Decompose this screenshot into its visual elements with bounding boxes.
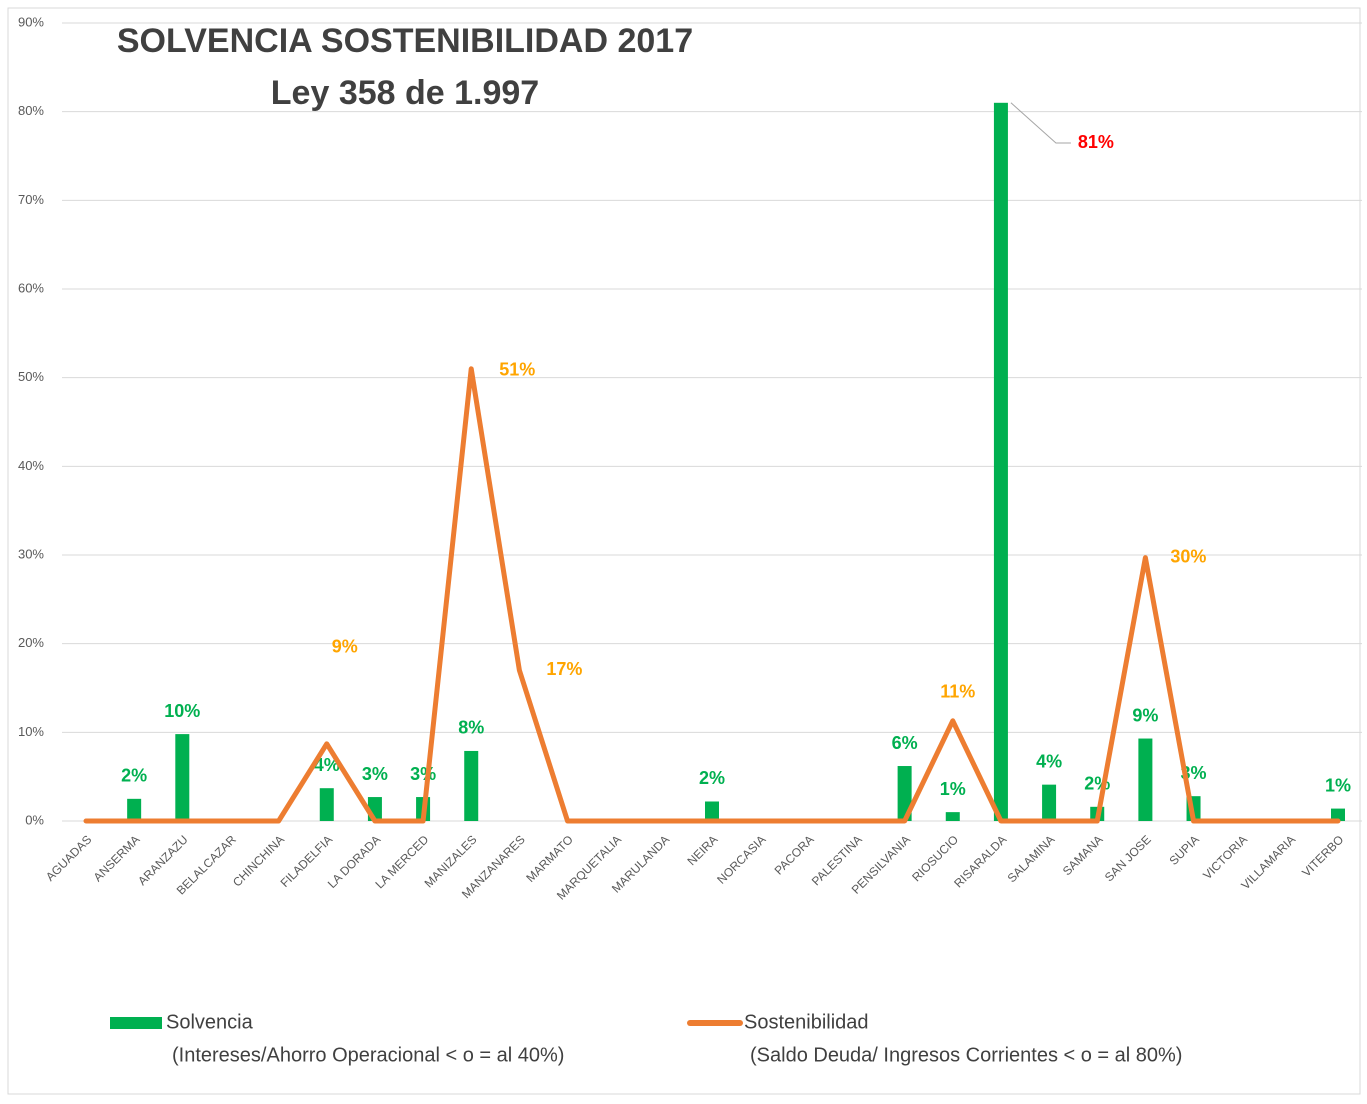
leader-line [1010, 102, 1071, 144]
x-tick-label: NORCASIA [714, 832, 768, 886]
x-tick-label: RISARALDA [951, 832, 1009, 890]
bar [1331, 808, 1345, 821]
value-label: 8% [458, 718, 484, 738]
value-label: 6% [892, 733, 918, 753]
value-label: 2% [699, 768, 725, 788]
x-tick-label: AGUADAS [43, 832, 94, 883]
bar [945, 812, 960, 821]
y-tick-label: 20% [18, 635, 44, 650]
bar [1042, 784, 1057, 821]
legend-description: (Intereses/Ahorro Operacional < o = al 4… [172, 1044, 564, 1066]
chart-subtitle: Ley 358 de 1.997 [271, 74, 539, 112]
y-tick-label: 40% [18, 458, 44, 473]
bar [1138, 738, 1153, 821]
bar [897, 766, 912, 821]
value-label: 4% [1036, 751, 1062, 771]
x-tick-label: MARMATO [523, 832, 575, 884]
y-tick-label: 70% [18, 192, 44, 207]
y-tick-label: 90% [18, 14, 44, 29]
chart-title: SOLVENCIA SOSTENIBILIDAD 2017 [117, 22, 693, 60]
value-label: 1% [1325, 775, 1351, 795]
bar [705, 801, 719, 821]
value-label: 10% [164, 701, 200, 721]
legend-label: Sostenibilidad [744, 1011, 869, 1033]
x-tick-label: SALAMINA [1005, 832, 1058, 885]
bar [175, 734, 190, 821]
x-tick-label: SAMANA [1060, 832, 1106, 878]
y-tick-label: 80% [18, 103, 44, 118]
value-label: 2% [121, 766, 147, 786]
x-tick-label: SUPIA [1167, 832, 1202, 867]
x-tick-label: SAN JOSE [1102, 832, 1154, 884]
bar [127, 798, 142, 821]
value-label: 4% [314, 755, 340, 775]
value-label: 1% [940, 779, 966, 799]
value-label: 9% [1132, 705, 1158, 725]
y-tick-label: 0% [25, 812, 44, 827]
x-tick-label: RIOSUCIO [909, 832, 961, 884]
value-label: 30% [1170, 546, 1206, 566]
value-label: 51% [499, 360, 535, 380]
legend-description: (Saldo Deuda/ Ingresos Corrientes < o = … [750, 1044, 1182, 1066]
x-tick-label: PACORA [772, 832, 817, 877]
value-label: 17% [546, 659, 582, 679]
x-tick-label: NEIRA [685, 832, 721, 868]
line [83, 366, 1341, 824]
bar [993, 102, 1008, 822]
x-tick-label: VITERBO [1299, 832, 1346, 879]
x-tick-label: VICTORIA [1200, 832, 1250, 882]
legend-swatch [110, 1017, 162, 1029]
x-tick-label: ANSERMA [91, 832, 143, 884]
y-tick-label: 50% [18, 369, 44, 384]
value-label: 3% [362, 764, 388, 784]
legend-label: Solvencia [166, 1011, 254, 1033]
y-tick-label: 10% [18, 724, 44, 739]
y-tick-label: 30% [18, 546, 44, 561]
bar [319, 788, 334, 821]
value-label: 3% [410, 764, 436, 784]
value-label: 11% [940, 682, 975, 702]
value-label: 81% [1078, 132, 1114, 152]
value-label: 9% [332, 637, 358, 657]
bar [464, 750, 479, 821]
chart-frame [7, 7, 1361, 1095]
y-tick-label: 60% [18, 280, 44, 295]
